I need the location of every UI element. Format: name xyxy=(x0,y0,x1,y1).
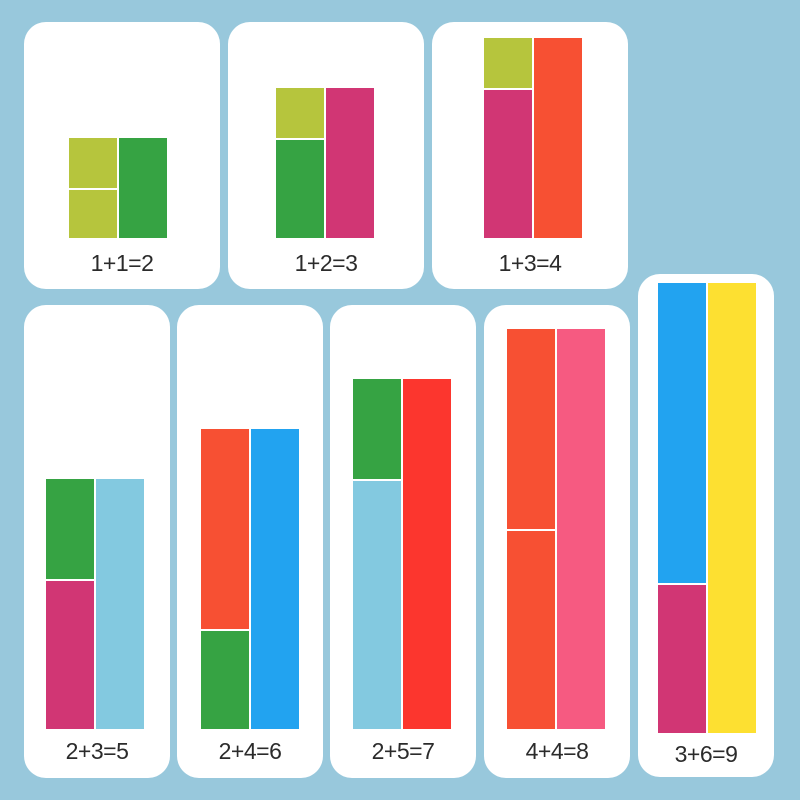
equation-label: 2+3=5 xyxy=(65,738,129,764)
equation-card: 2+3=5 xyxy=(24,305,170,778)
unit-block xyxy=(507,529,555,729)
sum-column xyxy=(326,88,374,238)
unit-block xyxy=(353,479,401,729)
unit-block xyxy=(201,629,249,729)
equation-label: 1+3=4 xyxy=(498,250,562,276)
unit-block xyxy=(507,329,555,529)
equation-card: 3+6=9 xyxy=(638,274,774,777)
addend-column xyxy=(276,88,324,238)
equation-label: 3+6=9 xyxy=(674,741,738,767)
sum-column xyxy=(557,329,605,729)
unit-block xyxy=(201,429,249,629)
equation-label: 2+4=6 xyxy=(218,738,282,764)
sum-column xyxy=(96,479,144,729)
unit-block xyxy=(96,479,144,729)
equation-label: 1+2=3 xyxy=(294,250,358,276)
unit-block xyxy=(46,579,94,729)
unit-block xyxy=(69,138,117,188)
unit-block xyxy=(484,88,532,238)
addend-column xyxy=(69,138,117,238)
unit-block xyxy=(658,283,706,583)
unit-block xyxy=(251,429,299,729)
unit-block xyxy=(326,88,374,238)
unit-block xyxy=(557,329,605,729)
unit-block xyxy=(484,38,532,88)
equation-card: 2+4=6 xyxy=(177,305,323,778)
equation-card: 1+3=4 xyxy=(432,22,628,289)
unit-block xyxy=(119,138,167,238)
addend-column xyxy=(658,283,706,733)
unit-block xyxy=(353,379,401,479)
unit-block xyxy=(276,138,324,238)
equation-label: 2+5=7 xyxy=(371,738,435,764)
sum-column xyxy=(251,429,299,729)
unit-block xyxy=(69,188,117,238)
sum-column xyxy=(119,138,167,238)
addend-column xyxy=(46,479,94,729)
addend-column xyxy=(201,429,249,729)
addend-column xyxy=(353,379,401,729)
unit-block xyxy=(403,379,451,729)
equation-card: 1+1=2 xyxy=(24,22,220,289)
addend-column xyxy=(507,329,555,729)
sum-column xyxy=(403,379,451,729)
sum-column xyxy=(708,283,756,733)
equation-card: 2+5=7 xyxy=(330,305,476,778)
equation-label: 4+4=8 xyxy=(525,738,589,764)
addend-column xyxy=(484,38,532,238)
sum-column xyxy=(534,38,582,238)
unit-block xyxy=(534,38,582,238)
unit-block xyxy=(276,88,324,138)
unit-block xyxy=(46,479,94,579)
equation-label: 1+1=2 xyxy=(90,250,154,276)
equation-card: 4+4=8 xyxy=(484,305,630,778)
equation-card: 1+2=3 xyxy=(228,22,424,289)
unit-block xyxy=(708,283,756,733)
unit-block xyxy=(658,583,706,733)
